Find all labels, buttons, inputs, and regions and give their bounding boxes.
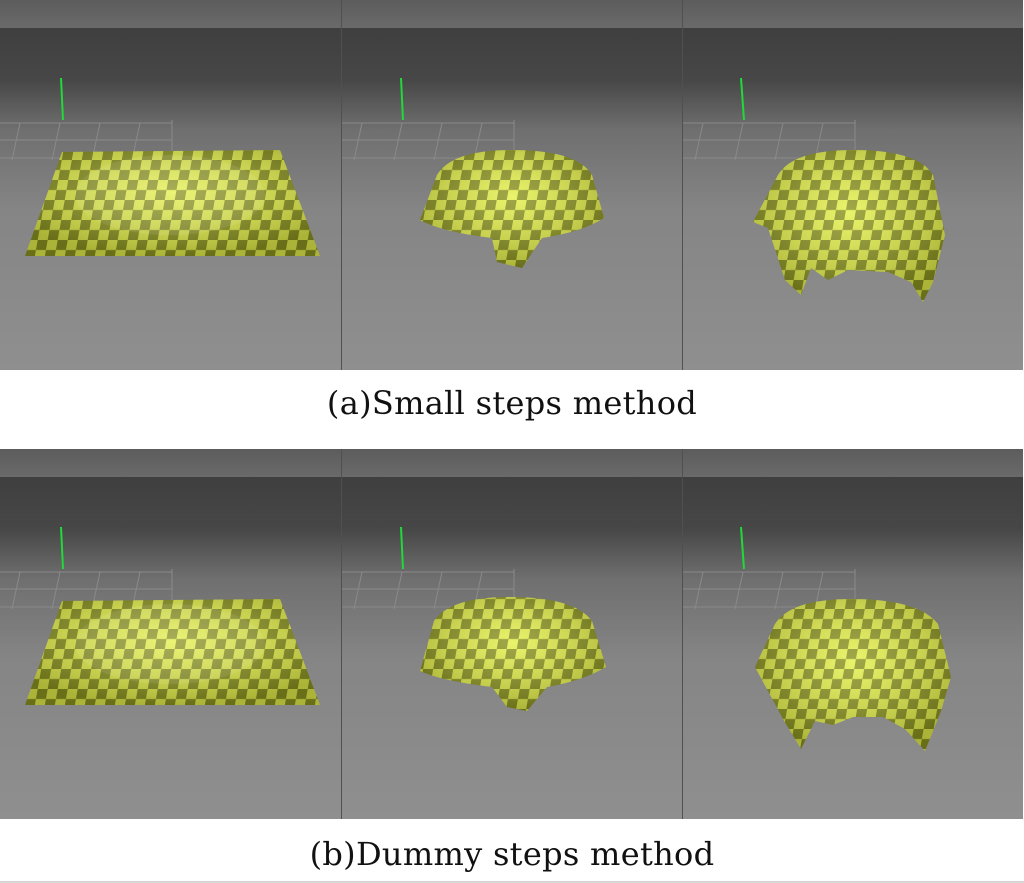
scene-flat-cloth [0, 77, 320, 256]
page-edge-divider [0, 881, 1024, 883]
scene-flat-cloth [0, 526, 320, 705]
scene-draped-cloth [683, 526, 951, 751]
green-axis-icon [400, 77, 404, 121]
panel-dummy-steps-gathered [341, 449, 682, 819]
row-small-steps [0, 0, 1024, 370]
green-axis-icon [740, 526, 745, 570]
green-axis-icon [60, 526, 64, 570]
caption-dummy-steps: (b)Dummy steps method [309, 835, 715, 873]
green-axis-icon [400, 526, 404, 570]
caption-small-steps: (a)Small steps method [326, 384, 698, 422]
green-axis-icon [740, 77, 745, 121]
panel-dummy-steps-draped [682, 449, 1023, 819]
scene-draped-cloth [683, 77, 945, 302]
scene-gathered-cloth [342, 526, 606, 711]
panel-small-steps-flat [0, 0, 341, 370]
panel-dummy-steps-flat [0, 449, 341, 819]
panel-small-steps-gathered [341, 0, 682, 370]
panel-small-steps-draped [682, 0, 1023, 370]
green-axis-icon [60, 77, 64, 121]
row-dummy-steps [0, 449, 1024, 819]
scene-gathered-cloth [342, 77, 604, 268]
